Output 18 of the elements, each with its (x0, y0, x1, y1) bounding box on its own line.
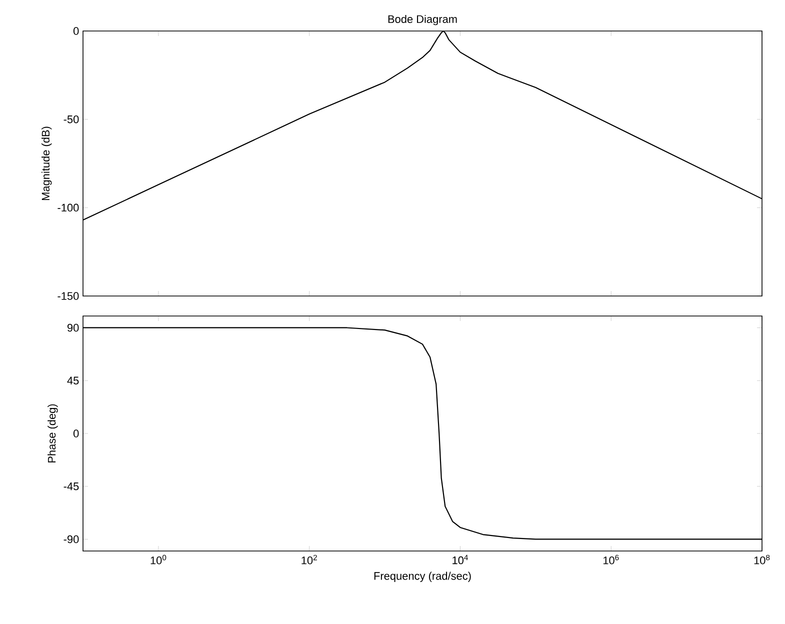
x-tick-label: 10$^{6}$ (603, 554, 619, 564)
y-tick-label: -90 (64, 535, 79, 544)
chart-title: Bode Diagram (388, 14, 457, 26)
y-tick-label: -100 (58, 204, 79, 212)
y-tick-label: -45 (64, 482, 79, 490)
y-tick-label: 90 (67, 324, 79, 332)
x-tick-label: 10$^{0}$ (150, 554, 166, 564)
y-tick-label: -50 (64, 115, 79, 124)
y-tick-label: 45 (67, 376, 79, 384)
y-axis-title: Magnitude (dB) (42, 126, 52, 200)
y-axis-title: Phase (deg) (48, 404, 58, 462)
y-tick-label: -150 (58, 292, 79, 300)
y-tick-label: 0 (73, 27, 79, 35)
x-tick-label: 10$^{4}$ (452, 554, 468, 564)
y-tick-label: 0 (73, 430, 79, 438)
x-axis-title: Frequency (rad/sec) (374, 572, 471, 582)
x-tick-label: 10$^{8}$ (754, 554, 770, 564)
x-tick-label: 10$^{2}$ (302, 554, 317, 564)
